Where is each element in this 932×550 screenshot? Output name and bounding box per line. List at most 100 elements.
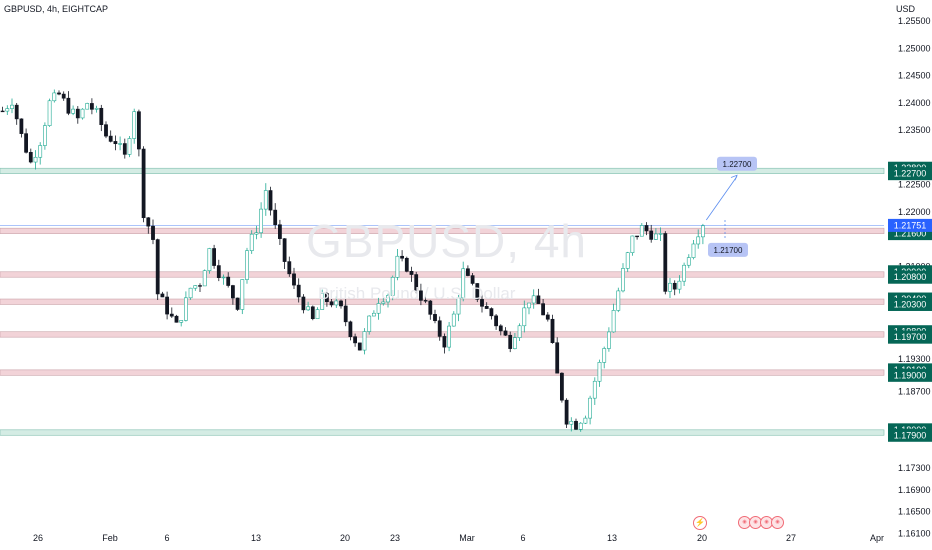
candle-body <box>672 282 677 290</box>
candle-body <box>127 138 132 155</box>
zone-low-tag-text: 1.21600 <box>894 229 927 239</box>
candle-body <box>28 152 33 163</box>
zone-low-tag-text: 1.22700 <box>894 169 927 179</box>
price-tick: 1.22000 <box>898 207 931 217</box>
candle-body <box>409 270 414 275</box>
candle-body <box>137 111 141 150</box>
target-label: 1.21700 <box>714 246 743 255</box>
arrow-head <box>730 174 738 181</box>
candle-body <box>71 108 76 114</box>
candle-body <box>531 295 536 304</box>
candle-body <box>90 103 94 110</box>
candle-body <box>418 290 423 301</box>
candle-body <box>306 306 311 311</box>
candle-body <box>480 299 484 307</box>
zone-band <box>0 227 885 234</box>
candle-body <box>75 108 80 119</box>
calendar-event-icon[interactable]: ◉ <box>771 516 784 529</box>
candle-body <box>367 315 372 332</box>
candle-body <box>240 279 245 310</box>
watermark-subtitle: British Pound / U.S. Dollar <box>318 284 516 303</box>
candle-body <box>437 320 442 337</box>
candle-body <box>19 118 24 134</box>
target-label-box <box>717 156 757 171</box>
candle-body <box>47 100 52 126</box>
candle-body <box>146 217 151 227</box>
candle-body <box>625 252 630 269</box>
candle-body <box>179 320 184 323</box>
date-tick: 13 <box>607 533 617 543</box>
candle-body <box>470 275 475 284</box>
candle-body <box>400 255 405 259</box>
candle-body <box>221 276 226 279</box>
candle-body <box>193 285 198 289</box>
candle-body <box>52 92 57 102</box>
zone-band <box>0 429 885 436</box>
candle-body <box>578 422 583 430</box>
candle-body <box>569 420 574 425</box>
last-price-tag <box>888 218 932 232</box>
candle-body <box>630 235 635 253</box>
price-tick: 1.16500 <box>898 507 931 517</box>
date-tick: 23 <box>390 533 400 543</box>
support-resistance-zones <box>0 167 885 436</box>
candle-body <box>602 348 607 363</box>
candle-body <box>292 273 296 286</box>
candle-body <box>489 308 494 317</box>
price-tick: 1.16100 <box>898 528 931 538</box>
candle-body <box>592 380 597 399</box>
candle-body <box>691 243 696 258</box>
candle-body <box>141 148 146 219</box>
candle-body <box>61 93 66 99</box>
candle-body <box>99 107 104 125</box>
date-axis[interactable]: 26 Feb 6 13 20 23 Mar 6 13 20 27 Apr <box>33 533 884 543</box>
candle-body <box>202 270 207 287</box>
candle-body <box>588 397 593 419</box>
candle-body <box>334 300 339 306</box>
date-tick: Mar <box>459 533 475 543</box>
candle-body <box>682 264 687 282</box>
price-tick: 1.24500 <box>898 71 931 81</box>
candle-body <box>296 284 301 298</box>
date-tick: 20 <box>340 533 350 543</box>
candle-body <box>174 315 179 323</box>
candle-body <box>254 232 259 235</box>
flash-icon[interactable]: ⚡ <box>693 516 707 530</box>
candle-body <box>10 104 14 109</box>
candle-body <box>310 306 315 320</box>
candle-body <box>329 301 334 306</box>
candle-body <box>668 282 672 292</box>
candle-body <box>475 283 480 300</box>
candle-body <box>188 287 193 299</box>
candle-body <box>24 133 29 153</box>
candle-body <box>235 297 240 310</box>
price-axis-tags: 1.228001.227001.217001.216001.209001.208… <box>888 161 932 442</box>
candle-body <box>38 145 43 158</box>
candle-body <box>348 321 353 338</box>
candle-body <box>527 302 531 309</box>
candle-body <box>249 233 254 251</box>
price-tick: 1.19300 <box>898 354 931 364</box>
candle-body <box>14 104 19 120</box>
candle-body <box>494 315 499 327</box>
candle-body <box>508 334 513 349</box>
candle-body <box>541 303 546 316</box>
candle-body <box>611 310 616 333</box>
candle-body <box>639 225 644 237</box>
candle-body <box>212 248 217 266</box>
symbol-title[interactable]: GBPUSD, 4h, EIGHTCAP <box>4 4 109 14</box>
zone-band <box>0 331 885 338</box>
candle-body <box>113 141 118 145</box>
candle-body <box>512 337 517 349</box>
candle-body <box>606 331 611 349</box>
candle-body <box>301 296 306 311</box>
zone-band <box>0 167 885 174</box>
candle-body <box>165 296 170 315</box>
candle-body <box>287 261 292 275</box>
candle-body <box>555 342 560 374</box>
candle-body <box>428 300 433 315</box>
candle-body <box>216 265 221 278</box>
candle-body <box>696 236 701 245</box>
candle-body <box>386 295 390 303</box>
